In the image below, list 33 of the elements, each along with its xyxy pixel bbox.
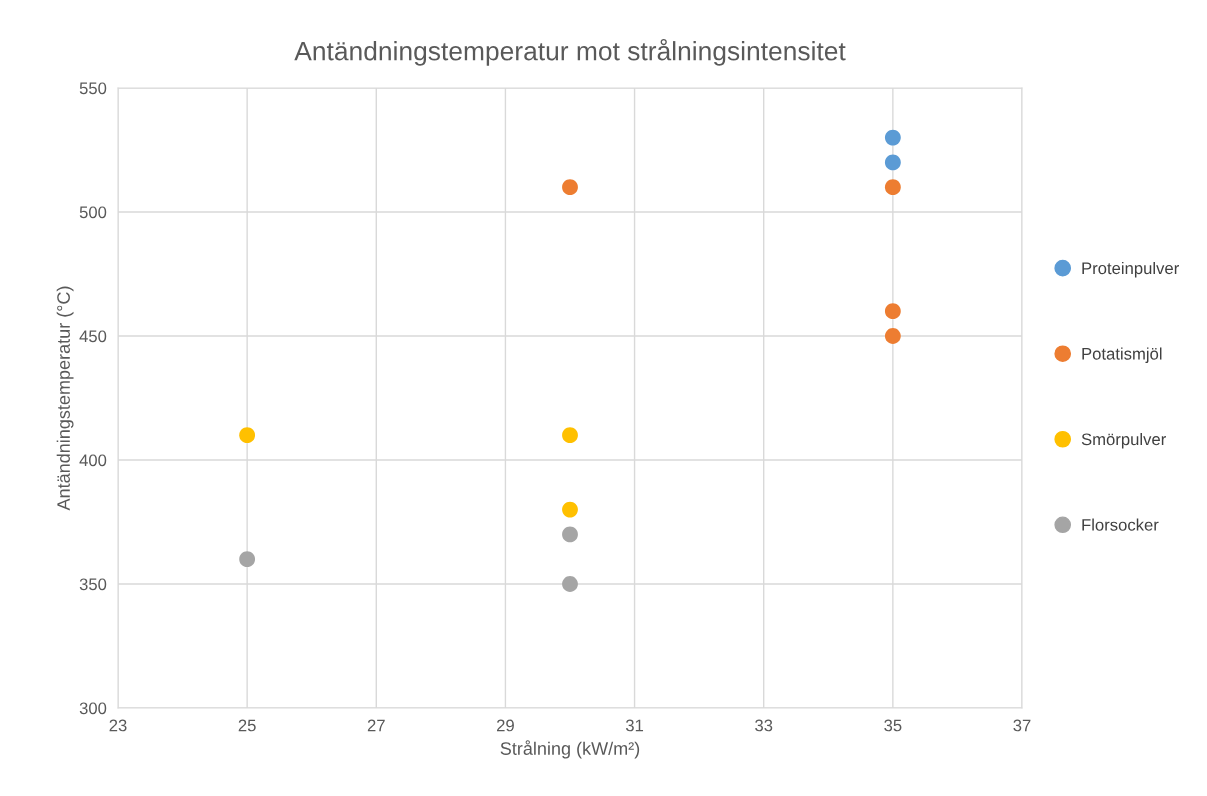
legend-label: Potatismjöl	[1082, 347, 1162, 363]
x-tick-label: 37	[1013, 719, 1031, 732]
y-tick-label: 300	[79, 702, 107, 715]
point	[884, 328, 901, 344]
y-axis-title: Antändningstemperatur (°C)	[56, 286, 74, 511]
x-tick-label: 35	[884, 719, 902, 732]
legend-label: Florsocker	[1082, 518, 1159, 531]
point	[562, 179, 578, 196]
x-tick-label: 23	[109, 719, 127, 732]
legend-label: Smörpulver	[1081, 433, 1166, 449]
x-tick-label: 25	[238, 719, 256, 732]
point	[884, 303, 901, 320]
y-tick-label: 550	[79, 82, 107, 95]
y-tick-label: 450	[79, 330, 107, 343]
point	[562, 526, 578, 543]
point	[562, 501, 578, 518]
x-tick-label: 27	[367, 719, 385, 732]
legend-label: Proteinpulver	[1082, 261, 1179, 278]
x-tick-label: 29	[497, 719, 514, 732]
point	[562, 427, 578, 444]
point	[562, 576, 578, 592]
y-tick-label: 400	[79, 454, 107, 467]
chart-title: Antändningstemperatur mot strålningsintensitet	[294, 38, 846, 66]
y-tick-label: 350	[79, 578, 107, 591]
point	[884, 129, 901, 146]
point	[239, 427, 256, 444]
point	[239, 551, 256, 568]
x-tick-label: 31	[625, 719, 644, 732]
point	[884, 179, 901, 196]
x-axis-title: Strålning (kW/m²)	[500, 740, 640, 759]
x-tick-label: 33	[755, 719, 773, 732]
point	[884, 154, 901, 171]
y-tick-label: 500	[79, 206, 107, 219]
